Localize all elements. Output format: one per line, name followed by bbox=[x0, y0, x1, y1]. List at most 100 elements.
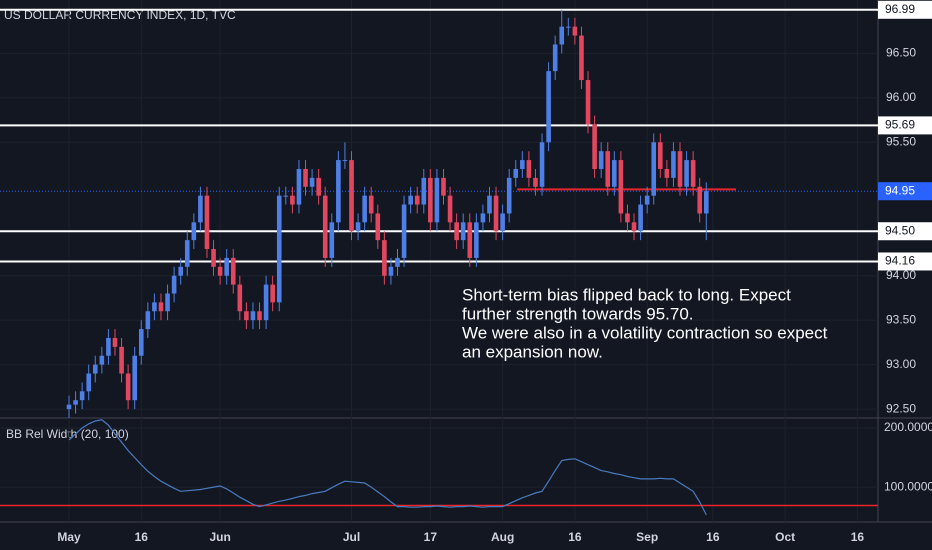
candle-body bbox=[204, 195, 210, 250]
candle-body bbox=[382, 240, 387, 276]
candle-body bbox=[73, 400, 78, 405]
candle-body bbox=[303, 168, 308, 187]
candle-body bbox=[592, 124, 597, 169]
candle-body bbox=[257, 311, 262, 321]
candle-body bbox=[690, 160, 696, 187]
candle-body bbox=[178, 266, 183, 276]
candle-body bbox=[526, 160, 532, 178]
candle-body bbox=[244, 311, 249, 321]
candle-body bbox=[697, 186, 703, 214]
candle-body bbox=[480, 213, 486, 223]
candle-body bbox=[184, 240, 190, 267]
candle-body bbox=[533, 177, 538, 187]
candle-body bbox=[237, 284, 243, 312]
candle-body bbox=[191, 222, 197, 241]
candle-body bbox=[125, 373, 131, 401]
candle-body bbox=[342, 160, 348, 162]
candle-body bbox=[79, 391, 85, 401]
last-price-box bbox=[878, 182, 932, 201]
candle-body bbox=[276, 195, 282, 303]
candle-body bbox=[329, 222, 335, 258]
candle-body bbox=[119, 346, 124, 374]
x-tick-label: 16 bbox=[706, 530, 720, 544]
y-tick-label: 96.50 bbox=[886, 46, 916, 60]
candle-body bbox=[631, 222, 637, 232]
candle-body bbox=[506, 177, 512, 214]
candle-body bbox=[539, 142, 545, 187]
candle-body bbox=[441, 177, 446, 196]
level-label-box bbox=[878, 116, 932, 135]
candle-body bbox=[428, 177, 433, 223]
candle-body bbox=[224, 257, 229, 276]
candle-body bbox=[559, 26, 565, 45]
candle-body bbox=[677, 151, 683, 187]
annotation-text: We were also in a volatility contraction… bbox=[462, 323, 828, 342]
annotation-text: an expansion now. bbox=[462, 342, 603, 361]
candle-body bbox=[355, 222, 361, 232]
candle-body bbox=[316, 177, 321, 196]
candle-body bbox=[152, 302, 157, 312]
candle-body bbox=[566, 26, 571, 28]
candle-body bbox=[349, 160, 354, 232]
candle-body bbox=[283, 195, 289, 197]
candle-body bbox=[651, 142, 657, 196]
candle-body bbox=[703, 191, 709, 214]
candle-body bbox=[158, 302, 164, 312]
x-tick-label: 17 bbox=[424, 530, 438, 544]
candle-body bbox=[546, 71, 551, 143]
candle-body bbox=[579, 35, 584, 81]
candle-body bbox=[230, 257, 236, 285]
candle-body bbox=[322, 195, 328, 258]
level-label: 96.99 bbox=[885, 2, 915, 16]
candle-body bbox=[671, 151, 676, 178]
level-label: 95.69 bbox=[885, 118, 915, 132]
annotation-text: further strength towards 95.70. bbox=[462, 304, 694, 323]
candle-body bbox=[434, 177, 440, 223]
candle-body bbox=[585, 80, 591, 125]
x-tick-label: 16 bbox=[851, 530, 865, 544]
candle-body bbox=[513, 168, 519, 178]
candle-body bbox=[263, 284, 269, 321]
candle-body bbox=[493, 195, 499, 232]
candle-body bbox=[132, 355, 137, 401]
candle-body bbox=[309, 177, 315, 187]
x-tick-label: Oct bbox=[775, 530, 795, 544]
candle-body bbox=[198, 195, 203, 223]
y-tick-label: 93.50 bbox=[886, 312, 916, 326]
candle-body bbox=[375, 213, 381, 241]
candle-body bbox=[112, 337, 118, 347]
candle-body bbox=[598, 151, 604, 169]
x-tick-label: 16 bbox=[568, 530, 582, 544]
indicator-title: BB Rel Width (20, 100) bbox=[6, 427, 129, 441]
candle-body bbox=[684, 160, 689, 187]
candle-body bbox=[618, 160, 624, 214]
candle-body bbox=[138, 329, 144, 356]
indicator-tick-label: 200.0000 bbox=[884, 420, 932, 434]
candle-body bbox=[296, 168, 302, 205]
y-tick-label: 93.00 bbox=[886, 357, 916, 371]
candle-body bbox=[421, 177, 427, 205]
y-tick-label: 95.50 bbox=[886, 134, 916, 148]
x-tick-label: Sep bbox=[636, 530, 658, 544]
candle-body bbox=[106, 337, 111, 356]
candle-body bbox=[658, 142, 663, 169]
last-price-label: 94.95 bbox=[885, 183, 915, 197]
y-tick-label: 94.00 bbox=[886, 268, 916, 282]
x-tick-label: Jul bbox=[343, 530, 360, 544]
candle-body bbox=[368, 195, 374, 214]
candle-body bbox=[211, 249, 216, 267]
y-tick-label: 92.50 bbox=[886, 401, 916, 415]
candle-body bbox=[99, 355, 105, 365]
candle-body bbox=[270, 284, 275, 303]
level-label: 94.16 bbox=[885, 254, 915, 268]
candle-body bbox=[520, 160, 525, 169]
candle-body bbox=[487, 195, 492, 214]
candle-body bbox=[401, 204, 407, 258]
x-tick-label: Aug bbox=[491, 530, 514, 544]
x-tick-label: 16 bbox=[135, 530, 149, 544]
y-tick-label: 96.00 bbox=[886, 90, 916, 104]
level-label: 94.50 bbox=[885, 223, 915, 237]
candle-body bbox=[454, 222, 459, 241]
candle-body bbox=[644, 195, 650, 205]
